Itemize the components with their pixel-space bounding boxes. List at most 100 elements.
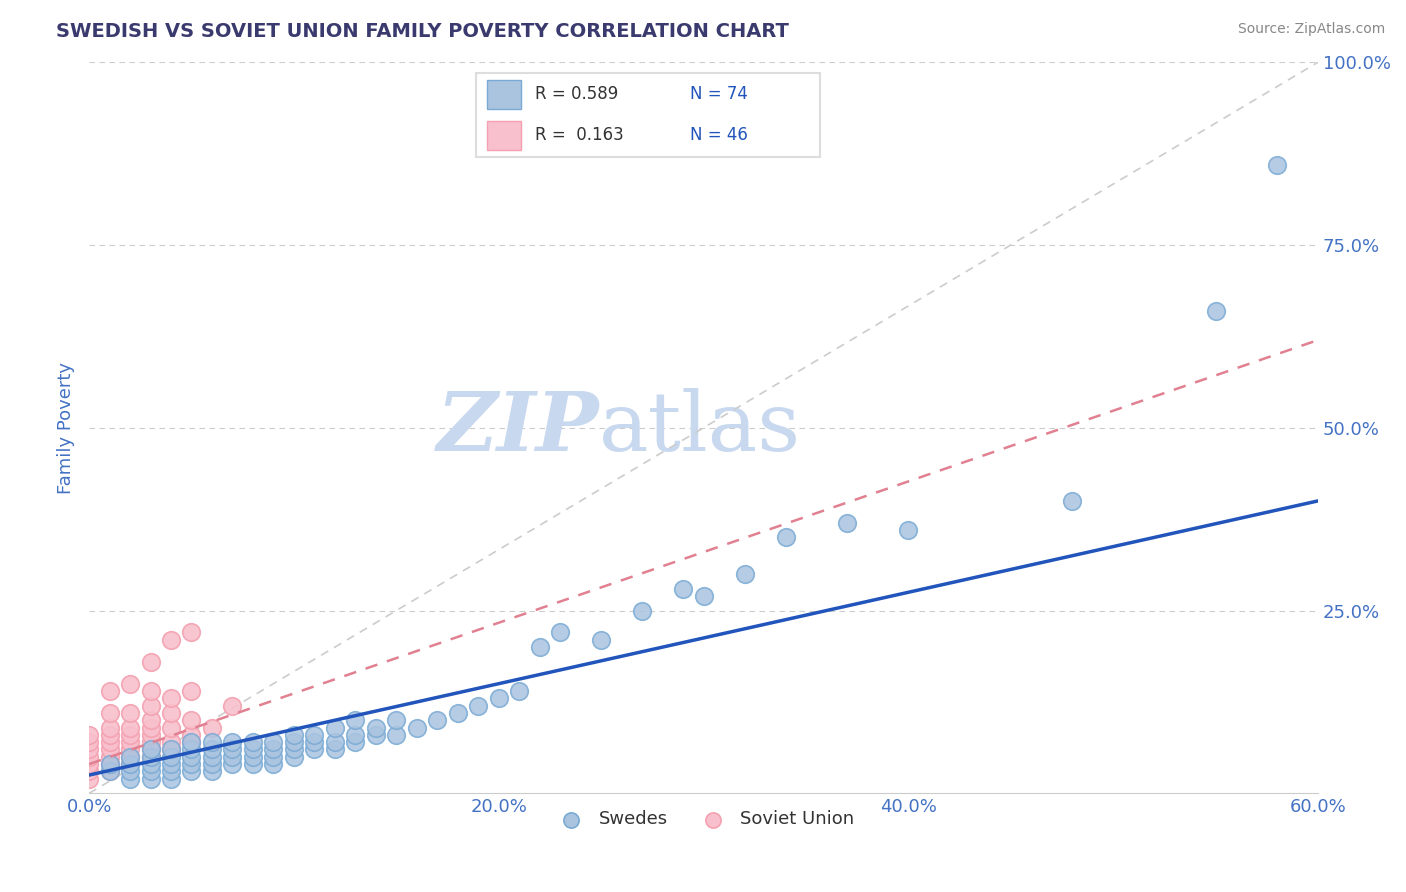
Point (447, 706, 470, 720)
Point (242, 735, 264, 749)
Point (139, 742, 162, 756)
Point (323, 742, 346, 756)
Point (139, 721, 162, 735)
Point (118, 721, 141, 735)
Point (118, 757, 141, 772)
Point (201, 764, 224, 779)
Point (201, 721, 224, 735)
Point (672, 582, 695, 596)
Point (98, 749, 121, 764)
Point (139, 735, 162, 749)
Point (118, 757, 141, 772)
Point (180, 728, 202, 742)
Point (835, 516, 858, 530)
Y-axis label: Family Poverty: Family Poverty (58, 362, 75, 494)
Point (221, 757, 243, 772)
Point (98, 742, 121, 756)
Point (118, 676, 141, 690)
Point (77, 735, 100, 749)
Point (180, 749, 202, 764)
Point (385, 728, 408, 742)
Point (160, 764, 183, 779)
Point (221, 749, 243, 764)
Point (160, 772, 183, 786)
Point (897, 523, 920, 537)
Point (180, 757, 202, 772)
Point (344, 713, 367, 727)
Point (201, 735, 224, 749)
Point (262, 742, 284, 756)
Point (160, 735, 183, 749)
Point (283, 749, 305, 764)
Point (344, 735, 367, 749)
Point (180, 742, 202, 756)
Point (344, 728, 367, 742)
Point (488, 691, 510, 706)
Point (1062, 494, 1084, 508)
Point (98, 706, 121, 720)
Point (118, 749, 141, 764)
Point (98, 735, 121, 749)
Point (221, 735, 243, 749)
Point (118, 772, 141, 786)
Point (775, 530, 797, 544)
Point (180, 625, 202, 640)
Point (118, 764, 141, 779)
Point (364, 728, 387, 742)
Point (139, 749, 162, 764)
Text: atlas: atlas (599, 388, 801, 467)
Point (529, 640, 551, 654)
Point (385, 713, 408, 727)
Point (242, 757, 264, 772)
Point (201, 749, 224, 764)
Point (160, 706, 183, 720)
Point (139, 684, 162, 698)
Point (262, 735, 284, 749)
Point (1265, 157, 1288, 171)
Point (180, 713, 202, 727)
Point (364, 721, 387, 735)
Point (118, 735, 141, 749)
Point (283, 735, 305, 749)
Point (508, 684, 530, 698)
Point (180, 735, 202, 749)
Point (118, 706, 141, 720)
Point (692, 589, 714, 603)
Point (139, 757, 162, 772)
Point (77, 772, 100, 786)
Point (304, 742, 326, 756)
Point (118, 742, 141, 756)
Point (160, 742, 183, 756)
Point (262, 757, 284, 772)
Text: ZIP: ZIP (436, 388, 599, 467)
Point (201, 757, 224, 772)
Point (139, 728, 162, 742)
Text: Source: ZipAtlas.com: Source: ZipAtlas.com (1237, 22, 1385, 37)
Point (98, 721, 121, 735)
Point (221, 698, 243, 713)
Point (98, 728, 121, 742)
Point (160, 742, 183, 756)
Point (283, 742, 305, 756)
Point (160, 691, 183, 706)
Point (591, 632, 613, 647)
Point (98, 764, 121, 779)
Point (242, 742, 264, 756)
Point (77, 749, 100, 764)
Point (1205, 303, 1227, 318)
Point (631, 603, 654, 617)
Point (139, 698, 162, 713)
Legend: Swedes, Soviet Union: Swedes, Soviet Union (546, 803, 860, 836)
Point (139, 749, 162, 764)
Point (77, 742, 100, 756)
Point (201, 742, 224, 756)
Point (139, 713, 162, 727)
Point (77, 757, 100, 772)
Point (98, 757, 121, 772)
Point (98, 764, 121, 779)
Point (160, 757, 183, 772)
Point (221, 742, 243, 756)
Point (323, 721, 346, 735)
Point (426, 713, 449, 727)
Point (262, 749, 284, 764)
